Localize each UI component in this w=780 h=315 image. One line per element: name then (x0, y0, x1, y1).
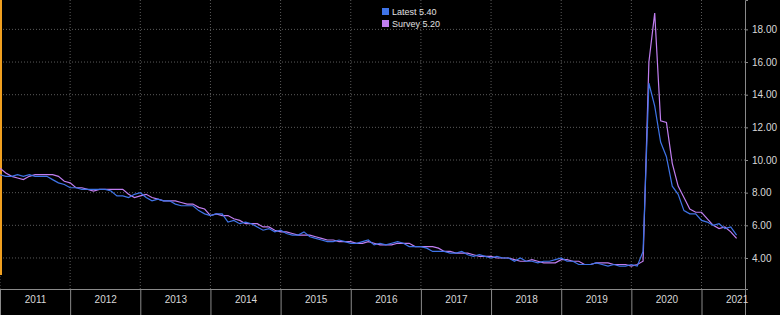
x-tick-label: 2012 (95, 294, 118, 305)
x-tick-label: 2021 (726, 294, 749, 305)
y-grid-line (0, 160, 745, 161)
x-tick: 2017 (421, 289, 468, 315)
y-tick-label: 14.00 (752, 89, 777, 100)
x-tick-mark (561, 289, 562, 315)
legend-swatch (382, 8, 389, 15)
y-grid-line (0, 62, 745, 63)
y-grid-line (0, 127, 745, 128)
y-tick-label: 10.00 (752, 155, 777, 166)
y-tick-mark (745, 127, 748, 128)
x-tick-mark (210, 289, 211, 315)
x-tick: 2018 (492, 289, 539, 315)
x-tick-mark (140, 289, 141, 315)
y-grid-line (0, 225, 745, 226)
x-tick-label: 2020 (656, 294, 679, 305)
x-axis-line (1, 290, 746, 315)
x-grid-line (70, 0, 71, 289)
y-tick: 10.00 (745, 155, 777, 166)
y-tick-label: 6.00 (752, 220, 772, 231)
legend: Latest 5.40 Survey 5.20 (382, 7, 440, 29)
x-tick-label: 2014 (235, 294, 258, 305)
y-tick-label: 12.00 (752, 122, 777, 133)
x-grid-line (280, 0, 281, 289)
y-grid-line (0, 29, 745, 30)
y-tick-mark (745, 225, 748, 226)
legend-entry: Survey 5.20 (382, 19, 440, 29)
legend-entry: Latest 5.40 (382, 7, 437, 17)
legend-swatch (382, 20, 389, 27)
cursor-line (0, 0, 2, 275)
x-tick-mark (281, 289, 282, 315)
x-tick-label: 2015 (305, 294, 328, 305)
x-tick-mark (702, 289, 703, 315)
x-grid-line (350, 0, 351, 289)
x-tick-mark (70, 289, 71, 315)
y-tick-mark (745, 95, 748, 96)
x-tick: 2016 (351, 289, 398, 315)
y-axis: 4.00 6.00 8.00 10.00 12.00 14.00 16.00 18.00 (745, 1, 777, 290)
x-axis: 2011 2012 2013 2014 2015 2016 2017 2018 2019 2020… (1, 289, 749, 315)
plot-lines (0, 13, 737, 266)
y-tick-mark (745, 193, 748, 194)
y-tick: 8.00 (745, 187, 772, 198)
x-grid-line (0, 0, 1, 289)
y-tick-label: 4.00 (752, 253, 772, 264)
x-tick: 2021 (702, 289, 749, 315)
legend-label: Latest 5.40 (392, 7, 437, 17)
y-tick-label: 8.00 (752, 187, 772, 198)
x-tick-label: 2017 (445, 294, 468, 305)
y-tick-mark (745, 258, 748, 259)
x-tick-mark (421, 289, 422, 315)
y-tick: 6.00 (745, 220, 772, 231)
series-line (0, 83, 737, 266)
y-tick-mark (745, 62, 748, 63)
chart: 4.00 6.00 8.00 10.00 12.00 14.00 16.00 18.00 201… (0, 0, 780, 315)
x-tick: 2011 (1, 289, 47, 315)
y-tick: 12.00 (745, 122, 777, 133)
y-tick-mark (745, 29, 748, 30)
x-tick: 2019 (562, 289, 609, 315)
x-grid-line (140, 0, 141, 289)
y-tick-mark (745, 160, 748, 161)
x-grid-line (631, 0, 632, 289)
x-tick: 2020 (632, 289, 679, 315)
x-tick-label: 2019 (586, 294, 609, 305)
y-tick-label: 18.00 (752, 24, 777, 35)
y-tick: 16.00 (745, 57, 777, 68)
x-tick: 2013 (141, 289, 188, 315)
x-tick-mark (491, 289, 492, 315)
x-tick-mark (351, 289, 352, 315)
y-tick: 18.00 (745, 24, 777, 35)
x-grid-line (420, 0, 421, 289)
y-axis-line (746, 1, 749, 290)
grid (0, 0, 745, 289)
x-tick-label: 2018 (516, 294, 539, 305)
x-tick-label: 2016 (375, 294, 398, 305)
x-grid-line (561, 0, 562, 289)
x-tick: 2015 (281, 289, 328, 315)
x-tick-label: 2013 (165, 294, 188, 305)
x-tick-label: 2011 (25, 294, 47, 305)
x-grid-line (701, 0, 702, 289)
legend-label: Survey 5.20 (392, 19, 440, 29)
y-tick: 14.00 (745, 89, 777, 100)
x-tick-mark (631, 289, 632, 315)
x-grid-line (491, 0, 492, 289)
x-tick: 2012 (71, 289, 118, 315)
y-tick: 4.00 (745, 253, 772, 264)
series-line (0, 13, 737, 266)
y-grid-line (0, 257, 745, 258)
y-tick-label: 16.00 (752, 57, 777, 68)
x-grid-line (210, 0, 211, 289)
x-tick: 2014 (211, 289, 258, 315)
y-grid-line (0, 94, 745, 95)
x-tick-mark (0, 289, 1, 315)
